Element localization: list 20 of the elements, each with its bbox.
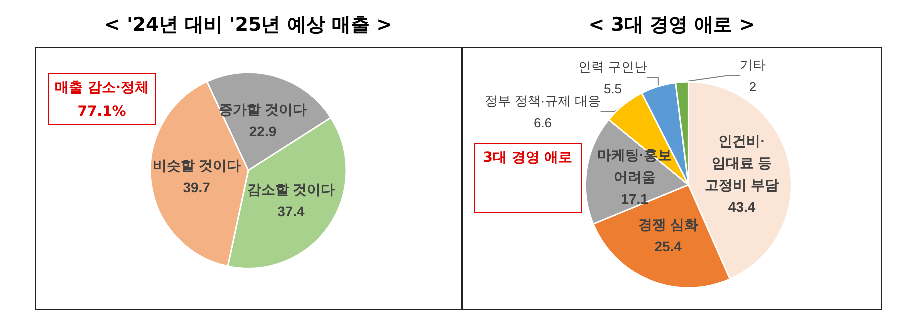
- data-label: 25.4: [654, 238, 682, 255]
- slice-label: 감소할 것이다: [247, 181, 336, 198]
- chart-title: < '24년 대비 '25년 예상 매출 >: [103, 13, 394, 38]
- chart-title: < 3대 경영 애로 >: [588, 13, 756, 38]
- slice-label: 인건비· 임대료 등 고정비 부담: [705, 132, 779, 193]
- data-label: 37.4: [278, 203, 306, 220]
- data-label: 17.1: [621, 191, 649, 208]
- data-label: 2: [749, 80, 757, 94]
- data-label: 43.4: [728, 198, 756, 215]
- text: 3대 경영 애로: [474, 143, 582, 213]
- slice-label: 경쟁 심화: [638, 216, 698, 233]
- text: 매출 감소·정체 77.1%: [48, 73, 156, 125]
- slice-label: 정부 정책·규제 대응: [485, 94, 601, 108]
- slice-label: 비슷할 것이다: [152, 158, 241, 174]
- data-label: 22.9: [249, 124, 277, 140]
- data-label: 5.5: [604, 82, 622, 96]
- slice-label: 인력 구인난: [578, 60, 648, 74]
- data-label: 6.6: [534, 116, 552, 130]
- data-label: 39.7: [183, 180, 211, 196]
- slice-label: 기타: [740, 58, 766, 72]
